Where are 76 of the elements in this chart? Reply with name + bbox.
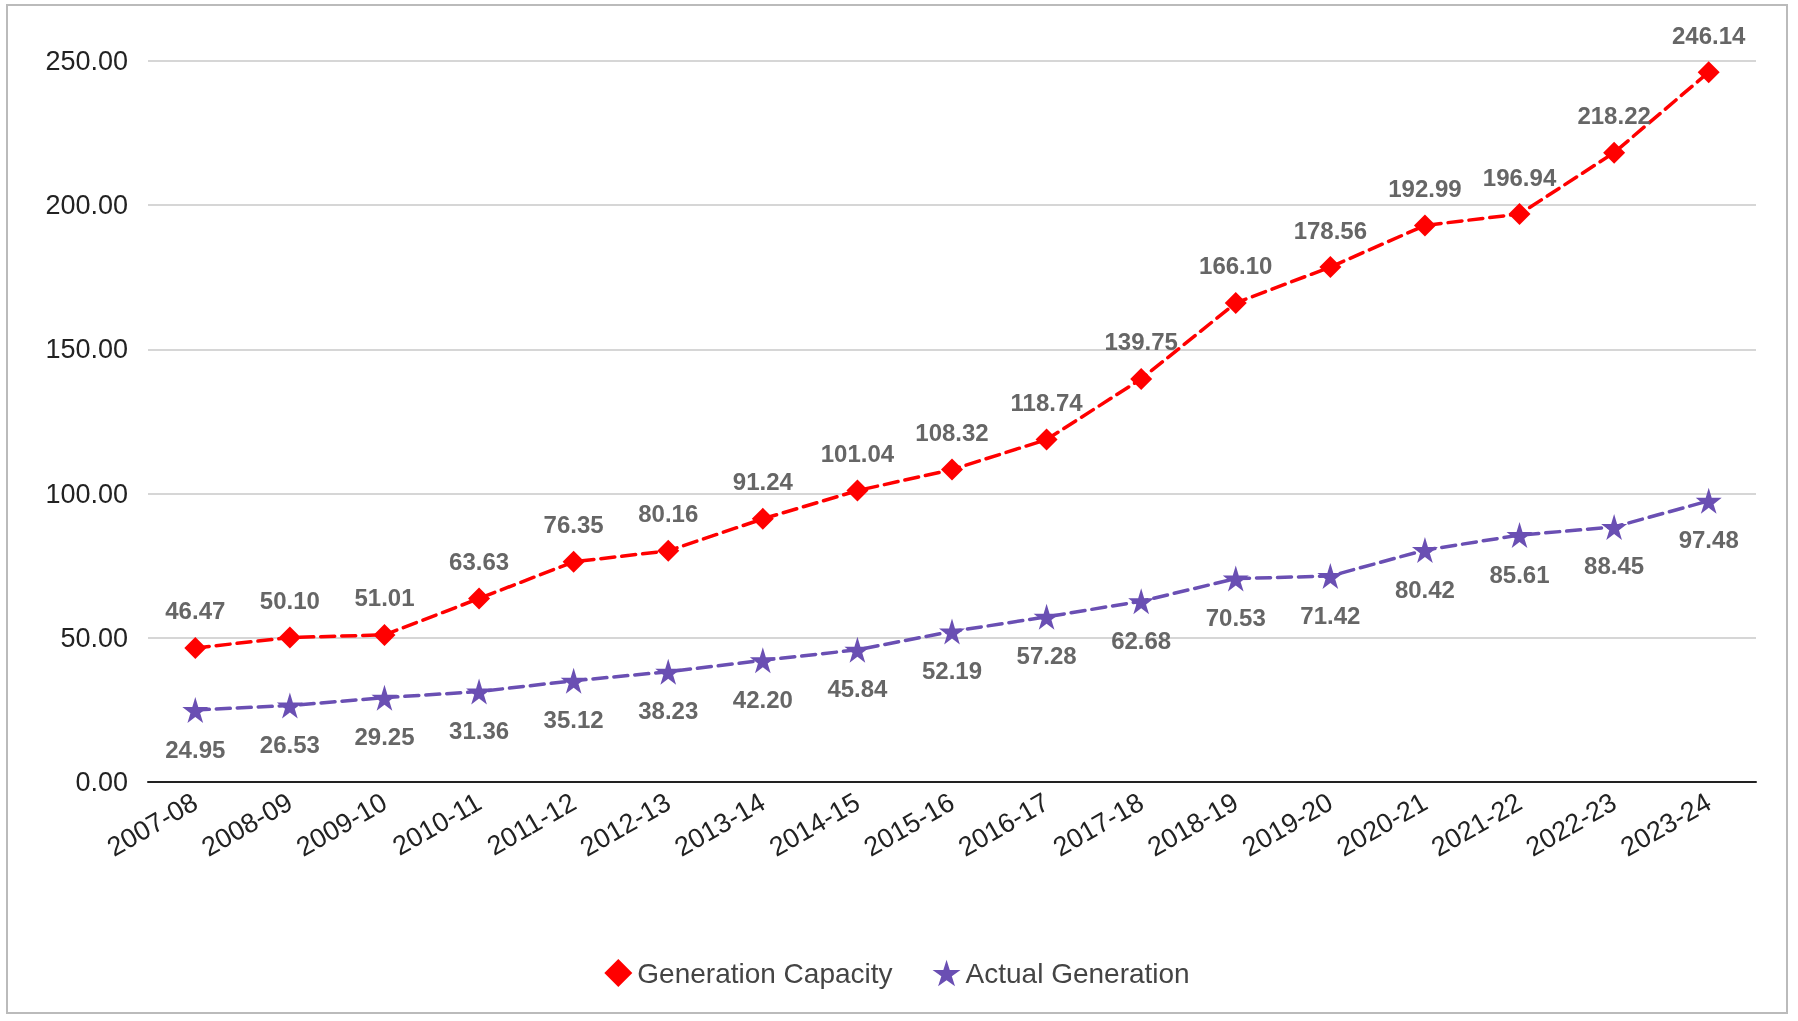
point: [1697, 61, 1720, 84]
data-label: 139.75: [1104, 328, 1178, 356]
point: [1413, 214, 1436, 237]
point: [1601, 513, 1628, 540]
data-label: 101.04: [820, 440, 895, 468]
data-label: 31.36: [449, 717, 510, 745]
data-label: 26.53: [259, 730, 320, 758]
data-label: 51.01: [354, 584, 415, 612]
point: [278, 626, 301, 649]
point: [941, 458, 963, 481]
point: [749, 647, 776, 674]
point: [1130, 367, 1153, 390]
point: [1603, 141, 1626, 164]
data-label: 45.84: [827, 675, 889, 703]
data-label: 80.42: [1394, 575, 1455, 603]
data-label: 42.20: [732, 685, 793, 713]
point: [1224, 291, 1247, 314]
data-label: 24.95: [165, 735, 226, 763]
legend-label: Actual Generation: [965, 957, 1190, 989]
point: [846, 479, 869, 502]
point: [1411, 537, 1438, 564]
point: [466, 678, 493, 705]
y-tick-label: 200.00: [45, 190, 128, 221]
point: [373, 623, 396, 646]
data-label: 88.45: [1584, 552, 1645, 580]
y-tick-label: 100.00: [45, 478, 128, 509]
data-label: 76.35: [543, 511, 604, 539]
data-label: 38.23: [638, 697, 699, 725]
point: [1319, 256, 1342, 279]
point: [1506, 522, 1533, 549]
point: [655, 658, 682, 685]
point: [182, 697, 209, 724]
data-label: 97.48: [1678, 526, 1739, 554]
y-tick-label: 150.00: [45, 334, 128, 365]
data-label: 246.14: [1672, 21, 1747, 49]
data-label: 118.74: [1010, 389, 1084, 417]
data-label: 91.24: [732, 468, 794, 496]
point: [560, 667, 587, 694]
legend-label: Generation Capacity: [637, 957, 893, 989]
y-tick-label: 250.00: [45, 46, 128, 76]
data-label: 35.12: [543, 706, 604, 734]
data-label: 62.68: [1111, 626, 1172, 654]
data-label: 57.28: [1016, 642, 1077, 670]
point: [657, 539, 680, 562]
point: [562, 550, 585, 573]
point: [751, 507, 774, 530]
data-label: 29.25: [354, 723, 415, 751]
point: [1033, 603, 1060, 630]
point: [184, 636, 207, 659]
data-label: 192.99: [1388, 174, 1462, 202]
point: [276, 692, 303, 719]
point: [1035, 428, 1058, 451]
point: [371, 684, 398, 711]
data-label: 85.61: [1489, 560, 1550, 588]
data-label: 63.63: [449, 547, 510, 575]
data-label: 52.19: [921, 656, 983, 684]
data-label: 50.10: [259, 587, 320, 615]
point: [1222, 565, 1249, 592]
point: [1695, 487, 1722, 514]
point: [939, 618, 965, 645]
y-tick-label: 0.00: [75, 767, 128, 797]
point: [468, 587, 491, 610]
data-label: 80.16: [638, 500, 699, 528]
data-label: 178.56: [1293, 216, 1368, 244]
data-label: 218.22: [1577, 102, 1651, 130]
data-label: 196.94: [1482, 163, 1557, 191]
point: [1317, 563, 1344, 590]
point: [1128, 588, 1155, 615]
data-label: 108.32: [915, 419, 989, 447]
data-label: 71.42: [1300, 601, 1361, 629]
data-label: 166.10: [1199, 252, 1273, 280]
point: [1508, 203, 1531, 226]
data-label: 46.47: [165, 597, 226, 625]
y-tick-label: 50.00: [60, 622, 128, 653]
data-label: 70.53: [1205, 604, 1266, 632]
point: [844, 636, 871, 663]
